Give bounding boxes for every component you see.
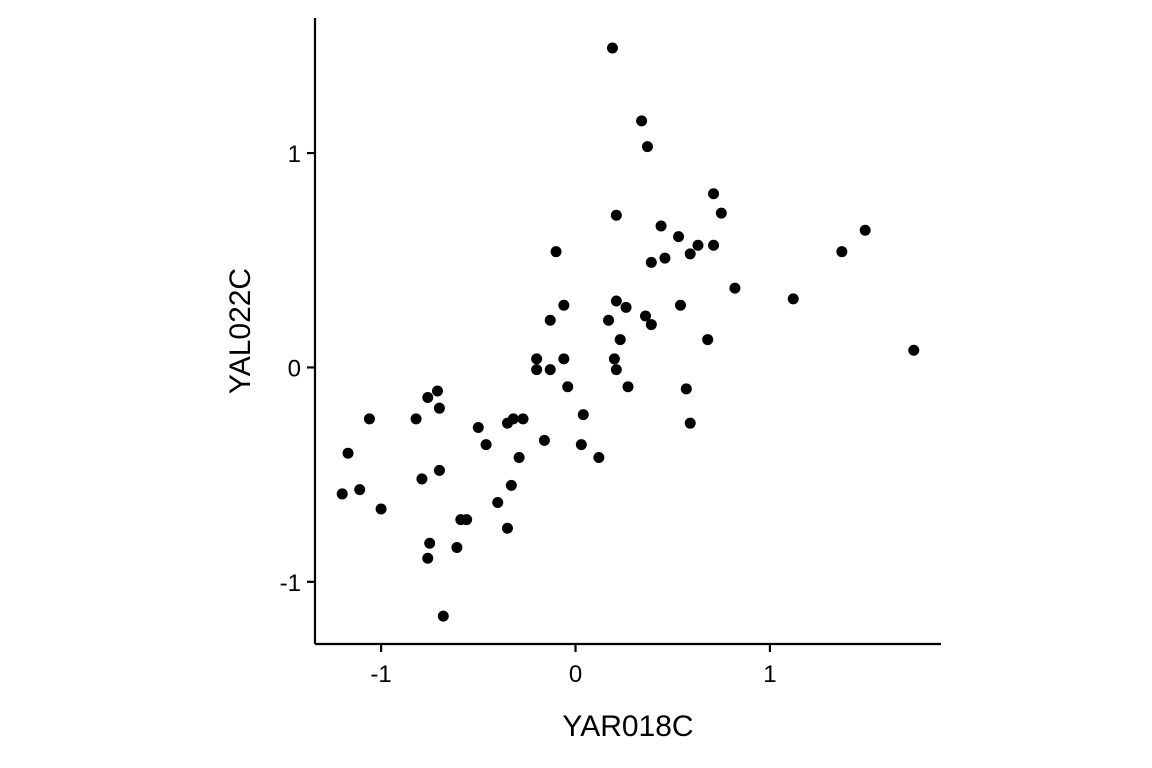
x-tick-label: 0 — [569, 661, 582, 688]
data-point — [558, 353, 570, 365]
data-point — [674, 299, 686, 311]
data-point — [655, 220, 667, 232]
x-axis-title: YAR018C — [562, 710, 693, 743]
data-point — [692, 239, 704, 251]
y-axis-title: YAL022C — [224, 268, 257, 394]
data-point — [431, 385, 443, 397]
data-point — [505, 479, 517, 491]
data-point — [531, 353, 543, 365]
data-point — [641, 141, 653, 153]
data-point — [501, 417, 513, 429]
data-points — [336, 42, 920, 622]
data-point — [354, 484, 366, 496]
data-point — [422, 391, 434, 403]
y-axis-ticks: -1 0 1 — [280, 141, 315, 597]
data-point — [501, 522, 513, 534]
data-point — [684, 417, 696, 429]
y-tick-label: 1 — [288, 141, 301, 168]
data-point — [416, 473, 428, 485]
data-point — [544, 314, 556, 326]
data-point — [363, 413, 375, 425]
x-tick-label: 1 — [763, 661, 776, 688]
data-point — [606, 42, 618, 54]
data-point — [531, 364, 543, 376]
data-point — [908, 344, 920, 356]
data-point — [538, 434, 550, 446]
data-point — [684, 248, 696, 260]
data-point — [673, 231, 685, 243]
data-point — [593, 451, 605, 463]
data-point — [342, 447, 354, 459]
data-point — [608, 353, 620, 365]
data-point — [472, 421, 484, 433]
data-point — [645, 256, 657, 268]
data-point — [680, 383, 692, 395]
data-point — [702, 334, 714, 346]
data-point — [517, 413, 529, 425]
data-point — [636, 115, 648, 127]
data-point — [729, 282, 741, 294]
data-point — [603, 314, 615, 326]
data-point — [437, 610, 449, 622]
data-point — [659, 252, 671, 264]
data-point — [622, 381, 634, 393]
data-point — [422, 552, 434, 564]
data-point — [715, 207, 727, 219]
data-point — [859, 224, 871, 236]
data-point — [433, 464, 445, 476]
data-point — [610, 209, 622, 221]
x-tick-label: -1 — [370, 661, 391, 688]
data-point — [424, 537, 436, 549]
data-point — [433, 402, 445, 414]
data-point — [639, 310, 651, 322]
data-point — [513, 451, 525, 463]
data-point — [451, 542, 463, 554]
data-point — [480, 439, 492, 451]
data-point — [836, 246, 848, 258]
data-point — [410, 413, 422, 425]
data-point — [575, 439, 587, 451]
y-tick-label: -1 — [280, 570, 301, 597]
data-point — [708, 239, 720, 251]
y-tick-label: 0 — [288, 355, 301, 382]
data-point — [492, 497, 504, 509]
data-point — [558, 299, 570, 311]
data-point — [577, 409, 589, 421]
data-point — [787, 293, 799, 305]
x-axis-ticks: -1 0 1 — [370, 644, 777, 688]
data-point — [562, 381, 574, 393]
data-point — [336, 488, 348, 500]
data-point — [610, 364, 622, 376]
data-point — [610, 295, 622, 307]
data-point — [544, 364, 556, 376]
data-point — [645, 319, 657, 331]
data-point — [708, 188, 720, 200]
data-point — [614, 334, 626, 346]
data-point — [620, 301, 632, 313]
data-point — [461, 514, 473, 526]
data-point — [375, 503, 387, 515]
data-point — [550, 246, 562, 258]
